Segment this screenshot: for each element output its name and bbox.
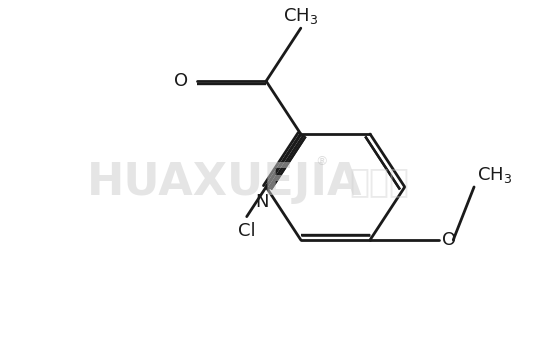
Text: 化学加: 化学加 (350, 166, 410, 199)
Text: O: O (442, 231, 456, 249)
Text: CH$_3$: CH$_3$ (283, 6, 319, 26)
Text: N: N (255, 193, 268, 211)
Text: ®: ® (315, 155, 328, 168)
Text: CH$_3$: CH$_3$ (477, 164, 512, 184)
Text: O: O (174, 72, 189, 90)
Text: Cl: Cl (238, 221, 255, 240)
Text: HUAXUEJIA: HUAXUEJIA (87, 161, 362, 204)
